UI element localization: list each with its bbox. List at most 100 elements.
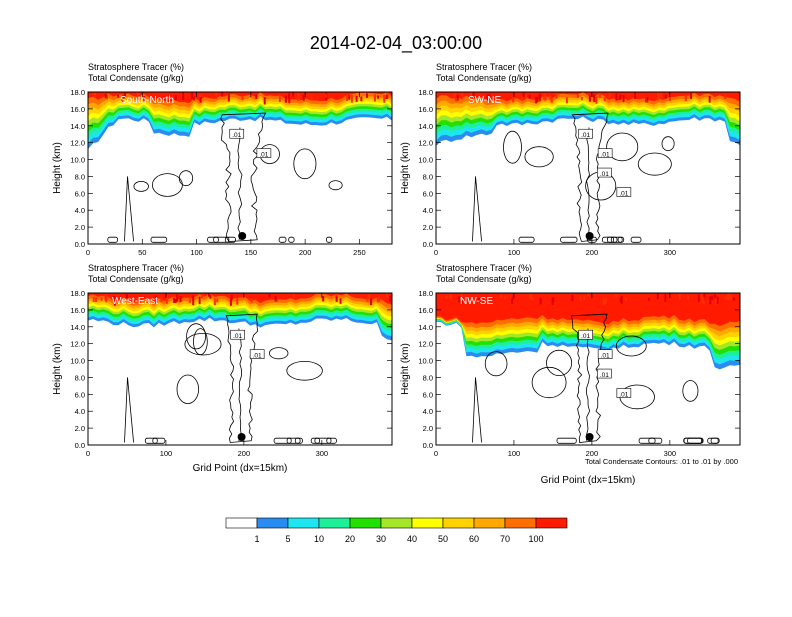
tracer-speckle [587,293,590,297]
contour-line [269,347,289,360]
contour-line [286,437,301,444]
tracer-speckle [199,97,202,103]
y-tick-label: 10.0 [70,357,85,366]
y-tick-label: 2.0 [423,424,433,433]
x-tick-label: 100 [508,248,521,257]
tracer-speckle [284,95,287,103]
tracer-speckle [522,92,525,98]
y-axis-label: Height (km) [52,343,63,395]
tracer-speckle [565,97,568,104]
contour-line [273,437,292,444]
tracer-speckle [198,296,201,305]
contour-line [184,333,222,356]
contour-line [586,328,591,441]
tracer-speckle [298,94,301,100]
tracer-speckle [366,93,369,98]
contour-line [176,374,200,405]
contour-line [472,377,482,443]
y-tick-label: 10.0 [418,156,433,165]
contour-label: .01 [232,132,241,139]
x-tick-label: 0 [86,248,90,257]
tracer-speckle [348,94,351,100]
tracer-speckle [227,93,230,102]
x-tick-label: 0 [434,449,438,458]
y-tick-label: 0.0 [423,240,433,249]
tracer-speckle [664,94,667,99]
x-axis-label: Grid Point (dx=15km) [541,475,636,486]
contour-line [238,328,242,441]
tracer-speckle [461,92,464,100]
tracer-speckle [288,97,291,104]
tracer-speckle [449,294,452,300]
contour-line [518,236,535,243]
contour-label: .01 [619,391,628,398]
tracer-speckle [191,92,194,99]
tracer-speckle [503,296,506,300]
contour-line [648,437,663,444]
y-tick-label: 4.0 [423,407,433,416]
tracer-speckle [146,298,149,304]
contour-line [278,236,287,243]
tracer-speckle [711,295,714,301]
y-axis-label: Height (km) [400,142,411,194]
tracer-speckle [188,298,191,303]
contour-label-box [249,349,265,359]
tracer-speckle [678,293,681,300]
contour-line [224,236,236,243]
panel-label: SW-NE [468,95,501,106]
tracer-speckle [580,96,583,101]
tracer-speckle [346,95,349,101]
tracer-speckle [302,94,305,101]
contour-label-box [597,167,612,178]
x-tick-label: 100 [508,449,521,458]
contour-line [606,132,639,162]
tracer-speckle [536,97,539,103]
tracer-speckle [602,298,605,306]
tracer-speckle [154,295,157,304]
contour-line [314,437,332,444]
contour-line [472,176,482,242]
colorbar-label: 1 [254,534,259,544]
tracer-speckle [165,296,168,304]
colorbar-label: 20 [345,534,355,544]
storm-center-marker [585,232,594,240]
tracer-band [88,92,392,104]
contour-label-box [597,349,613,359]
tracer-speckle [369,298,372,306]
y-tick-label: 10.0 [70,156,85,165]
contour-label: .01 [600,372,609,379]
y-tick-label: 2.0 [423,223,433,232]
tracer-speckle [595,96,598,104]
tracer-speckle [598,92,601,99]
x-tick-label: 200 [238,449,251,458]
y-tick-label: 14.0 [70,323,85,332]
colorbar-swatch [535,517,568,529]
tracer-speckle [377,95,380,99]
contour-label-box [229,128,245,139]
tracer-band [436,92,740,102]
storm-center-marker [585,433,594,441]
tracer-speckle [528,94,531,99]
tracer-speckle [724,94,727,98]
y-tick-label: 14.0 [418,323,433,332]
contour-label-box [230,329,245,340]
tracer-speckle [124,92,127,99]
tracer-speckle [209,294,212,299]
colorbar-swatch [287,517,320,529]
y-tick-label: 8.0 [423,172,433,181]
x-tick-label: 100 [160,449,173,458]
tracer-speckle [690,93,693,99]
tracer-speckle [287,93,290,100]
tracer-speckle [469,92,472,100]
condensate-contours [124,313,337,444]
tracer-speckle [263,97,266,105]
contour-line [220,112,267,242]
contour-label: .01 [581,333,590,340]
tracer-speckle [453,92,456,99]
tracer-speckle [512,96,515,103]
tracer-speckle [659,92,662,99]
condensate-contours [472,112,675,243]
y-tick-label: 2.0 [75,424,85,433]
contour-line [531,366,567,399]
tracer-speckle [378,295,381,302]
